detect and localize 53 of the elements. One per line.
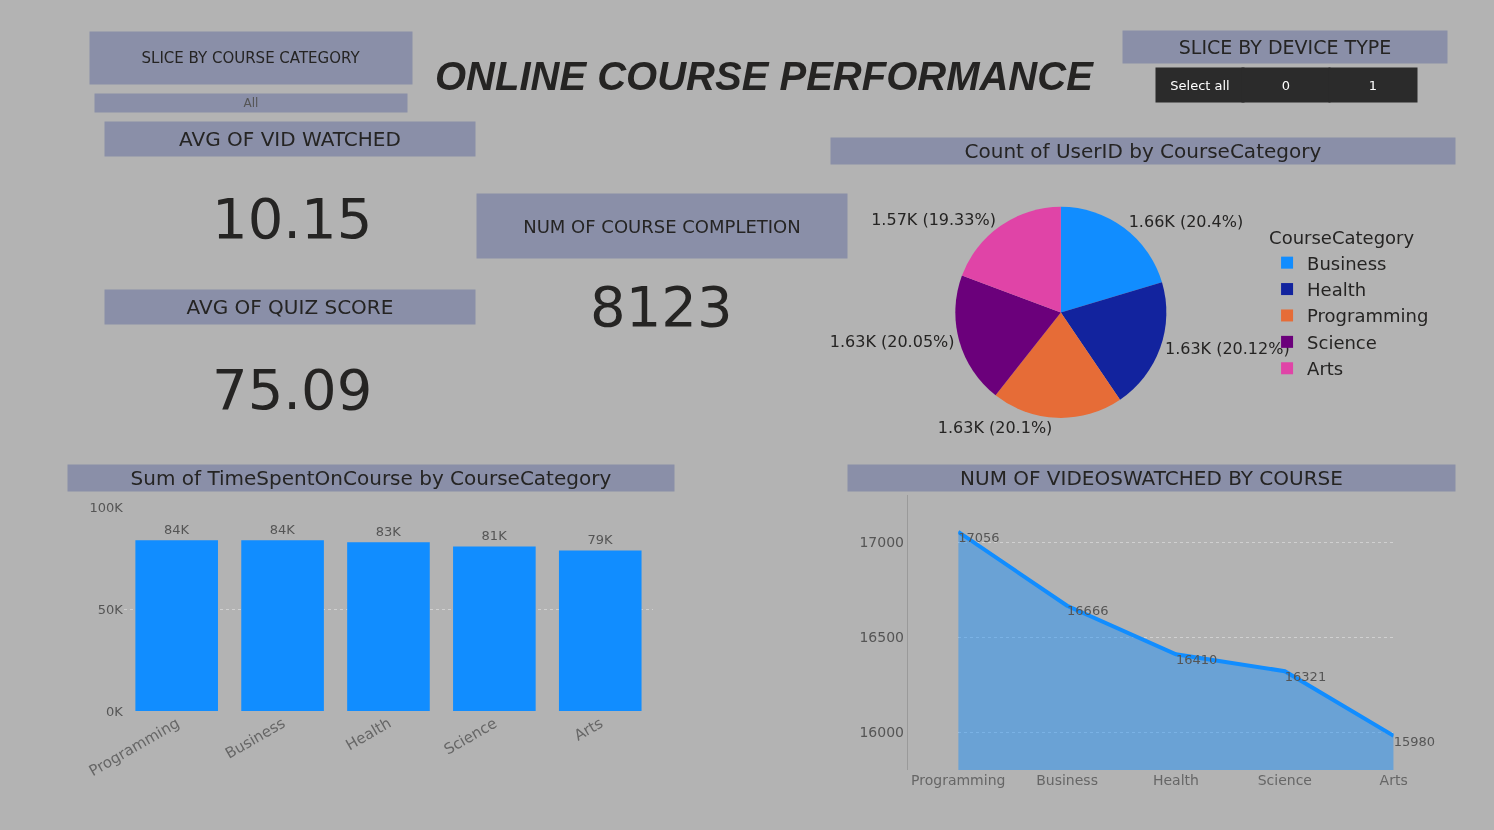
data-label: 81K bbox=[481, 528, 508, 544]
data-label: 1.63K (20.1%) bbox=[937, 417, 1053, 437]
x-tick-label: Business bbox=[1036, 771, 1098, 788]
data-label: 79K bbox=[587, 532, 614, 548]
chart-title: NUM OF VIDEOSWATCHED BY COURSE bbox=[960, 466, 1343, 490]
y-tick-label: 0K bbox=[105, 703, 124, 719]
legend-label: Health bbox=[1307, 279, 1367, 301]
y-tick-label: 16000 bbox=[859, 723, 904, 740]
text: 10.15 bbox=[212, 186, 373, 251]
text: ONLINE COURSE PERFORMANCE bbox=[435, 54, 1095, 98]
legend-label: Arts bbox=[1307, 358, 1344, 380]
legend-label: Business bbox=[1307, 252, 1387, 274]
text: AVG OF VID WATCHED bbox=[179, 127, 401, 151]
bar bbox=[453, 546, 536, 712]
x-tick-label: Arts bbox=[570, 713, 607, 745]
text: Select all bbox=[1170, 77, 1230, 93]
text: All bbox=[243, 96, 259, 110]
text: 0 bbox=[1281, 77, 1291, 93]
text: NUM OF COURSE COMPLETION bbox=[523, 215, 801, 237]
bar bbox=[135, 540, 218, 712]
text: AVG OF QUIZ SCORE bbox=[186, 295, 394, 319]
data-label: 1.63K (20.05%) bbox=[829, 332, 955, 352]
legend-label: Programming bbox=[1307, 305, 1429, 327]
x-tick-label: Health bbox=[1152, 771, 1199, 788]
x-tick-label: Programming bbox=[911, 771, 1006, 788]
data-label: 1.63K (20.12%) bbox=[1164, 339, 1290, 359]
y-tick-label: 100K bbox=[89, 500, 124, 516]
y-tick-label: 50K bbox=[97, 601, 124, 617]
x-tick-label: Science bbox=[1257, 771, 1312, 788]
chart-title: Sum of TimeSpentOnCourse by CourseCategory bbox=[130, 466, 612, 490]
pie-slice bbox=[995, 312, 1121, 418]
bar bbox=[347, 542, 430, 712]
y-tick-label: 16500 bbox=[859, 629, 904, 646]
data-label: 15980 bbox=[1393, 733, 1436, 749]
data-label: 83K bbox=[375, 524, 402, 540]
data-label: 1.57K (19.33%) bbox=[871, 209, 996, 229]
text: 8123 bbox=[590, 274, 733, 339]
pie-slice bbox=[955, 275, 1061, 396]
text: SLICE BY DEVICE TYPE bbox=[1178, 36, 1392, 58]
legend-label: Science bbox=[1307, 331, 1377, 353]
legend-title: CourseCategory bbox=[1269, 227, 1415, 249]
x-tick-label: Arts bbox=[1379, 771, 1408, 788]
data-label: 1.66K (20.4%) bbox=[1128, 212, 1244, 232]
bar bbox=[241, 540, 324, 712]
pie-slice bbox=[1060, 282, 1167, 400]
text: 75.09 bbox=[212, 357, 373, 422]
y-tick-label: 17000 bbox=[859, 534, 904, 551]
text: SLICE BY COURSE CATEGORY bbox=[141, 49, 361, 67]
data-label: 84K bbox=[269, 522, 296, 538]
text: 1 bbox=[1368, 77, 1378, 93]
chart-title: Count of UserID by CourseCategory bbox=[964, 139, 1322, 163]
data-label: 84K bbox=[163, 522, 190, 538]
bar bbox=[558, 550, 642, 712]
